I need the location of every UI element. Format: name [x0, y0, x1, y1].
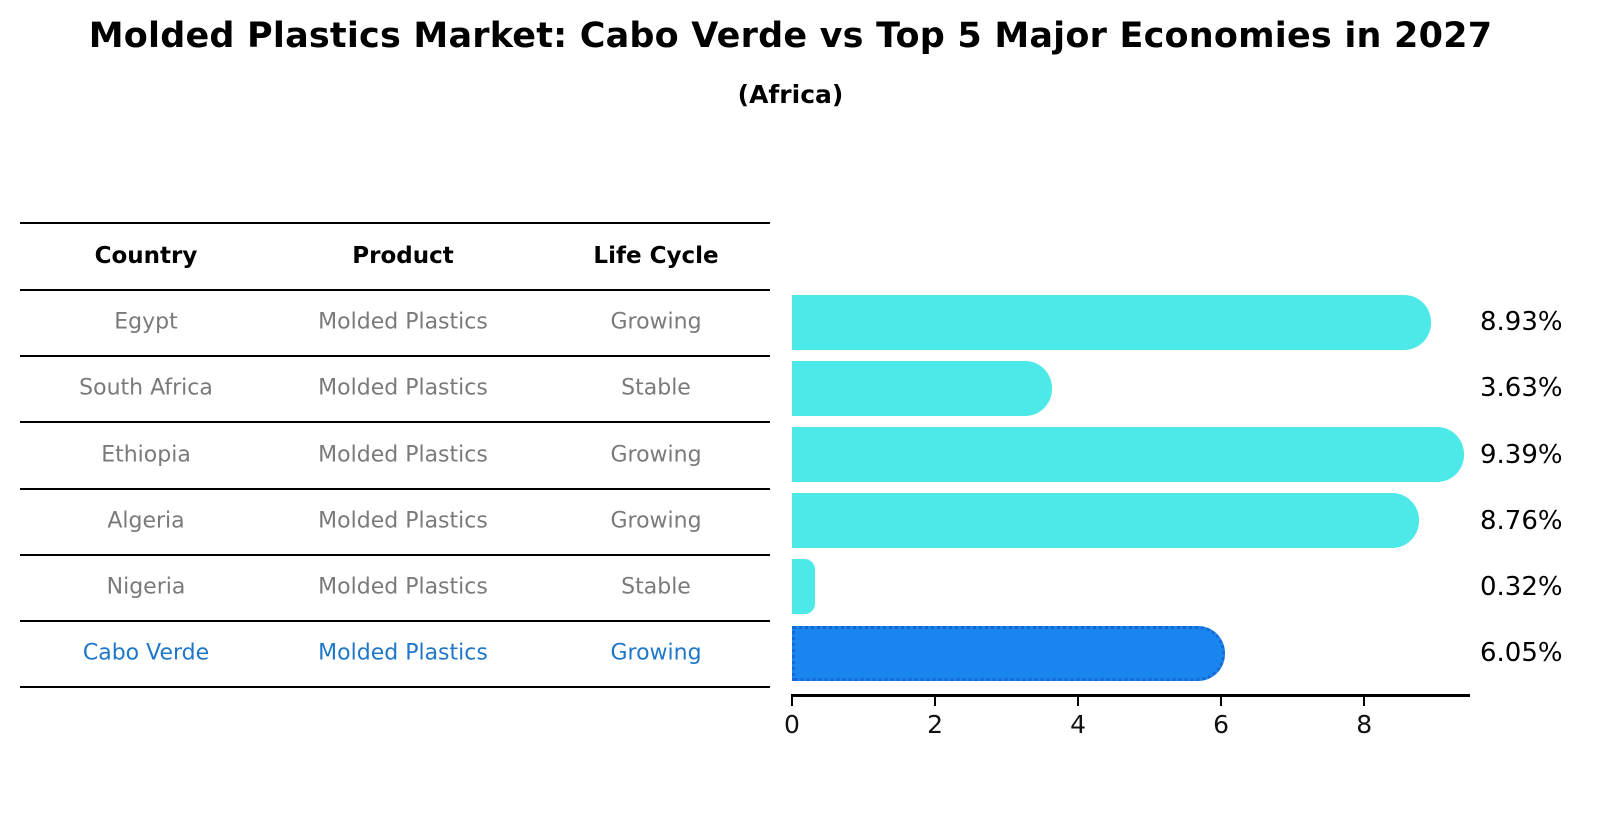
table-rule: [20, 355, 770, 358]
bar-value-label: 0.32%: [1480, 571, 1563, 602]
table-rule: [20, 553, 770, 556]
x-axis-tick: [1363, 696, 1366, 706]
x-axis-tick: [1077, 696, 1080, 706]
table-rule: [20, 421, 770, 424]
bar-ethiopia: [792, 427, 1464, 482]
x-axis-tick: [1220, 696, 1223, 706]
x-axis-tick: [791, 696, 793, 706]
table-cell-life_cycle: Stable: [621, 375, 691, 401]
table-cell-product: Molded Plastics: [318, 309, 488, 335]
x-axis-tick-label: 0: [784, 710, 800, 739]
table-cell-life_cycle: Growing: [610, 309, 702, 335]
bar-value-label: 9.39%: [1480, 439, 1563, 470]
bar-nigeria: [792, 559, 815, 615]
bar-highlight-cabo-verde: [792, 625, 1225, 681]
table-cell-product: Molded Plastics: [318, 574, 488, 600]
bar-value-label: 8.76%: [1480, 505, 1563, 536]
table-cell-product: Molded Plastics: [318, 375, 488, 401]
table-rule: [20, 487, 770, 490]
x-axis-tick: [934, 696, 937, 706]
table-rule: [20, 289, 770, 291]
table-cell-country: South Africa: [79, 375, 213, 401]
table-cell-life_cycle: Growing: [610, 640, 702, 666]
table-cell-country: Ethiopia: [101, 442, 191, 467]
table-cell-product: Molded Plastics: [318, 442, 488, 467]
table-cell-life_cycle: Growing: [610, 442, 702, 467]
x-axis-tick-label: 2: [927, 710, 943, 739]
bar-value-label: 8.93%: [1480, 307, 1563, 338]
table-cell-life_cycle: Growing: [610, 508, 702, 534]
table-cell-product: Molded Plastics: [318, 508, 488, 534]
table-rule: [20, 620, 770, 622]
x-axis-line: [791, 694, 1470, 697]
x-axis-tick-label: 6: [1213, 710, 1230, 739]
x-axis-tick-label: 8: [1356, 710, 1373, 739]
chart-subtitle: (Africa): [737, 80, 844, 109]
chart-title: Molded Plastics Market: Cabo Verde vs To…: [88, 16, 1493, 56]
bar-value-label: 3.63%: [1480, 373, 1563, 404]
table-header-life-cycle: Life Cycle: [593, 242, 719, 269]
table-rule: [20, 686, 770, 689]
table-cell-country: Algeria: [107, 508, 185, 534]
table-cell-country: Nigeria: [106, 574, 186, 600]
table-cell-country: Cabo Verde: [82, 640, 210, 666]
table-header-country: Country: [94, 242, 198, 269]
table-cell-life_cycle: Stable: [621, 574, 691, 600]
bar-value-label: 6.05%: [1480, 638, 1563, 669]
table-rule: [20, 222, 770, 224]
table-header-product: Product: [352, 242, 454, 269]
x-axis-tick-label: 4: [1070, 710, 1087, 739]
bar-algeria: [792, 493, 1419, 549]
bar-south-africa: [792, 360, 1052, 416]
table-cell-product: Molded Plastics: [318, 640, 488, 666]
bar-egypt: [792, 294, 1431, 350]
table-cell-country: Egypt: [114, 309, 178, 335]
